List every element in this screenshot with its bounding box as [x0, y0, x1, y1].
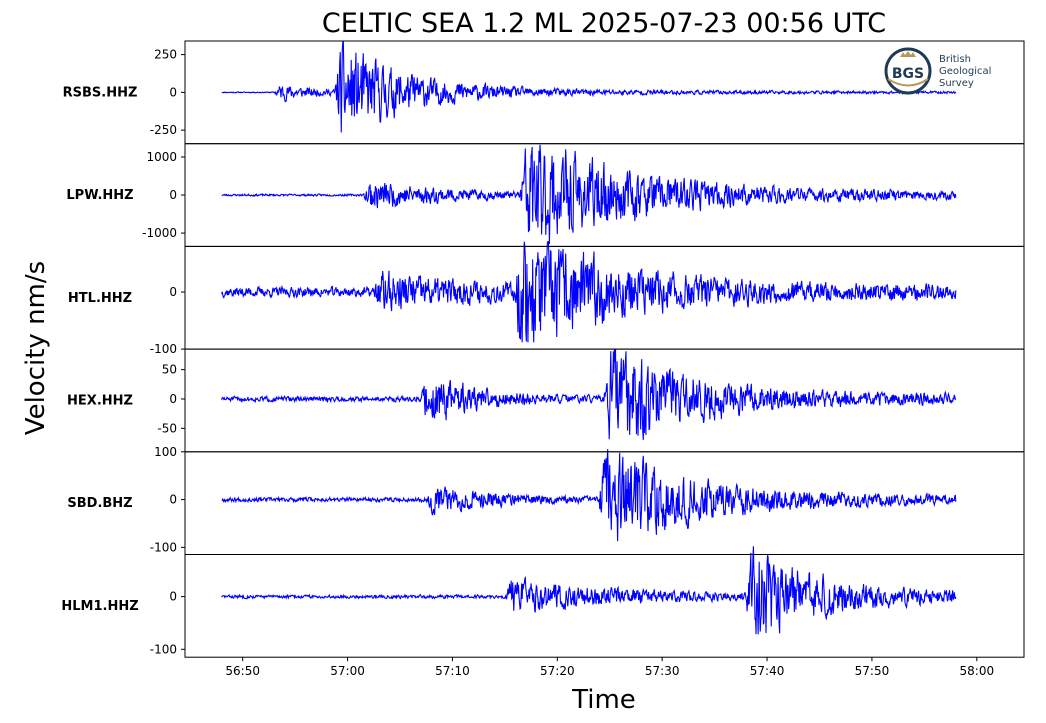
station-label: HLM1.HHZ [61, 599, 138, 614]
y-tick-label: 0 [169, 493, 177, 507]
bgs-logo: BGS British Geological Survey [884, 47, 991, 95]
panel-frame [184, 554, 1025, 658]
waveform-trace [221, 449, 957, 542]
y-tick-label: -100 [150, 342, 177, 356]
logo-ring [884, 47, 932, 95]
x-axis: 56:50 57:00 57:10 57:20 57:30 57:40 57:50 58:00 [225, 657, 994, 678]
x-axis-label: Time [571, 685, 636, 715]
waveform-trace [221, 144, 957, 244]
y-tick-label: -1000 [142, 226, 177, 240]
y-tick-label: 100 [154, 445, 177, 459]
y-axis-label: Velocity nm/s [21, 261, 51, 435]
trace-panel: 1000 0 -1000 LPW.HHZ [66, 143, 1025, 247]
panel-frame [184, 245, 1025, 350]
trace-panel: 50 0 -50 HEX.HHZ [67, 348, 1025, 453]
x-tick-label: 56:50 [225, 664, 260, 678]
logo-line-3: Survey [939, 78, 974, 89]
y-tick-label: 0 [169, 285, 177, 299]
y-tick-label: -100 [150, 642, 177, 656]
x-tick-label: 57:10 [435, 664, 470, 678]
y-tick-label: 0 [169, 392, 177, 406]
waveform-trace [221, 241, 957, 343]
x-tick-label: 57:40 [750, 664, 785, 678]
x-tick-label: 57:20 [540, 664, 575, 678]
y-tick-label: 0 [169, 85, 177, 99]
waveform-trace [221, 41, 957, 133]
chart-title: CELTIC SEA 1.2 ML 2025-07-23 00:56 UTC [322, 8, 886, 39]
station-label: HTL.HHZ [68, 291, 132, 306]
y-tick-label: -50 [157, 421, 177, 435]
station-label: LPW.HHZ [66, 188, 133, 203]
y-tick-label: 250 [154, 48, 177, 62]
y-tick-label: 0 [169, 188, 177, 202]
x-tick-label: 57:00 [330, 664, 365, 678]
trace-panel: 0 -100 HLM1.HHZ [61, 546, 1025, 658]
y-tick-label: -250 [150, 123, 177, 137]
crown-icon [900, 51, 916, 57]
station-label: HEX.HHZ [67, 393, 133, 408]
trace-panel: 100 0 -100 SBD.BHZ [67, 445, 1025, 555]
trace-panel: 0 -100 HTL.HHZ [68, 241, 1025, 356]
y-tick-label: 0 [169, 590, 177, 604]
station-label: SBD.BHZ [67, 496, 132, 511]
logo-line-2: Geological [939, 66, 991, 77]
x-tick-label: 57:50 [855, 664, 890, 678]
waveform-trace [221, 546, 957, 635]
y-tick-label: -100 [150, 540, 177, 554]
waveform-trace [221, 348, 957, 440]
x-tick-label: 58:00 [960, 664, 995, 678]
y-tick-label: 50 [162, 363, 177, 377]
logo-wave [887, 78, 929, 87]
x-tick-label: 57:30 [645, 664, 680, 678]
trace-panel: 250 0 -250 RSBS.HHZ [63, 40, 1025, 145]
logo-line-1: British [939, 54, 971, 65]
station-label: RSBS.HHZ [63, 85, 138, 100]
y-tick-label: 1000 [146, 150, 177, 164]
trace-panels: 2500-250RSBS.HHZ10000-1000LPW.HHZ0-100HT… [61, 40, 1025, 658]
logo-mark: BGS [892, 66, 924, 82]
